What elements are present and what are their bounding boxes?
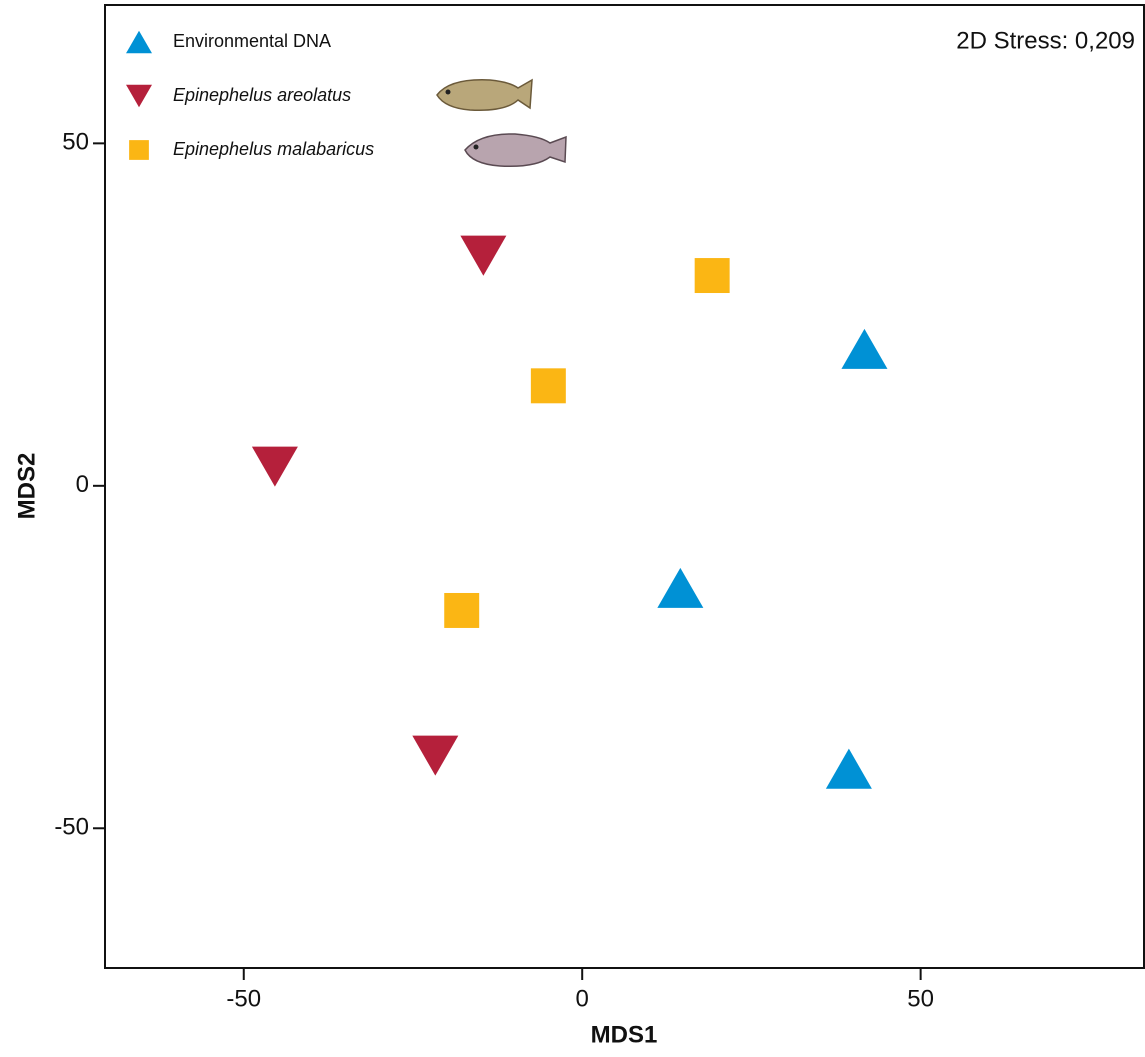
point — [412, 736, 458, 776]
y-tick-label: 0 — [76, 471, 89, 498]
chart: 2D Stress: 0,209 MDS1 MDS2 -50 0 50 -50 0 50 E… — [0, 0, 1145, 1057]
fish-icon — [437, 80, 532, 110]
point — [841, 329, 887, 369]
legend-marker — [126, 85, 152, 108]
point — [444, 593, 479, 628]
point — [531, 368, 566, 403]
point — [460, 236, 506, 276]
legend-label: Epinephelus areolatus — [173, 85, 351, 105]
y-tick-label: 50 — [62, 129, 89, 156]
x-tick-label: -50 — [226, 985, 261, 1012]
fish-icon — [465, 134, 566, 166]
legend-marker — [126, 31, 152, 54]
x-axis-title: MDS1 — [591, 1021, 658, 1048]
legend-label: Epinephelus malabaricus — [173, 139, 374, 159]
y-axis-title: MDS2 — [13, 453, 40, 520]
x-tick-label: 50 — [907, 985, 934, 1012]
point — [695, 258, 730, 293]
point — [826, 749, 872, 789]
legend-label: Environmental DNA — [173, 31, 331, 51]
x-tick-label: 0 — [576, 985, 589, 1012]
y-tick-label: -50 — [54, 814, 89, 841]
point — [657, 568, 703, 608]
legend-marker — [129, 140, 149, 160]
stress-annotation: 2D Stress: 0,209 — [956, 27, 1135, 54]
point — [252, 447, 298, 487]
